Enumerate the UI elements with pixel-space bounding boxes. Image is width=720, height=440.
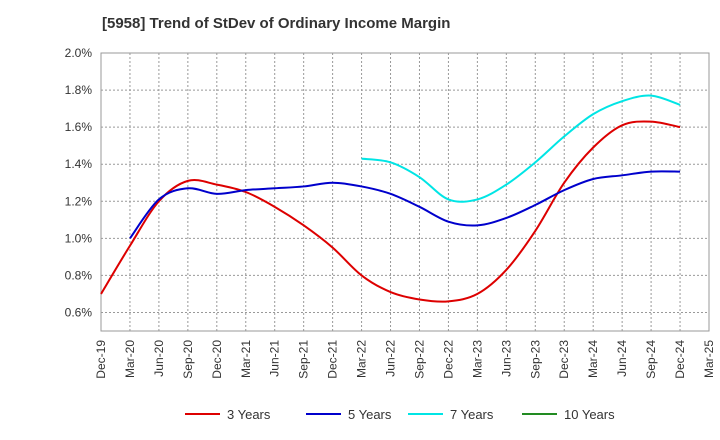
x-tick-label: Mar-24: [586, 340, 600, 378]
x-tick-label: Dec-20: [210, 340, 224, 379]
legend-label: 10 Years: [564, 407, 615, 422]
series-line-5-years: [129, 170, 681, 239]
plot-area: [101, 53, 709, 331]
x-tick-label: Mar-21: [239, 340, 253, 378]
x-tick-label: Dec-22: [441, 340, 455, 379]
y-tick-label: 0.8%: [65, 268, 93, 282]
y-tick-label: 1.0%: [65, 231, 93, 245]
x-tick-label: Sep-24: [644, 340, 658, 379]
x-tick-label: Jun-21: [268, 340, 282, 377]
grid-lines: [101, 53, 709, 331]
y-axis-ticks: 0.6% 0.8% 1.0% 1.2% 1.4% 1.6% 1.8% 2.0%: [65, 46, 93, 319]
x-tick-label: Mar-22: [355, 340, 369, 378]
chart-title: [5958] Trend of StDev of Ordinary Income…: [102, 15, 451, 32]
x-tick-label: Jun-22: [384, 340, 398, 377]
x-axis-ticks: Dec-19 Mar-20 Jun-20 Sep-20 Dec-20 Mar-21 Jun-…: [94, 340, 716, 379]
x-tick-label: Mar-23: [470, 340, 484, 378]
x-tick-label: Jun-20: [152, 340, 166, 377]
series-line-7-years: [361, 94, 681, 203]
x-tick-label: Sep-23: [528, 340, 542, 379]
legend-label: 5 Years: [348, 407, 392, 422]
x-tick-label: Jun-23: [499, 340, 513, 377]
legend: 3 Years 5 Years 7 Years 10 Years: [185, 407, 615, 422]
plot-border: [100, 52, 710, 332]
x-tick-label: Jun-24: [615, 340, 629, 377]
y-tick-label: 1.8%: [65, 83, 93, 97]
x-tick-label: Dec-23: [557, 340, 571, 379]
y-tick-label: 0.6%: [65, 305, 93, 319]
series-lines: [100, 94, 681, 303]
x-tick-label: Sep-20: [181, 340, 195, 379]
y-tick-label: 2.0%: [65, 46, 93, 60]
x-tick-label: Dec-19: [94, 340, 108, 379]
y-tick-label: 1.2%: [65, 194, 93, 208]
x-tick-label: Sep-21: [297, 340, 311, 379]
x-tick-label: Mar-25: [702, 340, 716, 378]
y-tick-label: 1.4%: [65, 157, 93, 171]
series-line-3-years: [100, 120, 681, 303]
y-tick-label: 1.6%: [65, 120, 93, 134]
legend-label: 7 Years: [450, 407, 494, 422]
x-tick-label: Dec-24: [673, 340, 687, 379]
legend-label: 3 Years: [227, 407, 271, 422]
x-tick-label: Mar-20: [123, 340, 137, 378]
x-tick-label: Dec-21: [326, 340, 340, 379]
x-tick-label: Sep-22: [412, 340, 426, 379]
